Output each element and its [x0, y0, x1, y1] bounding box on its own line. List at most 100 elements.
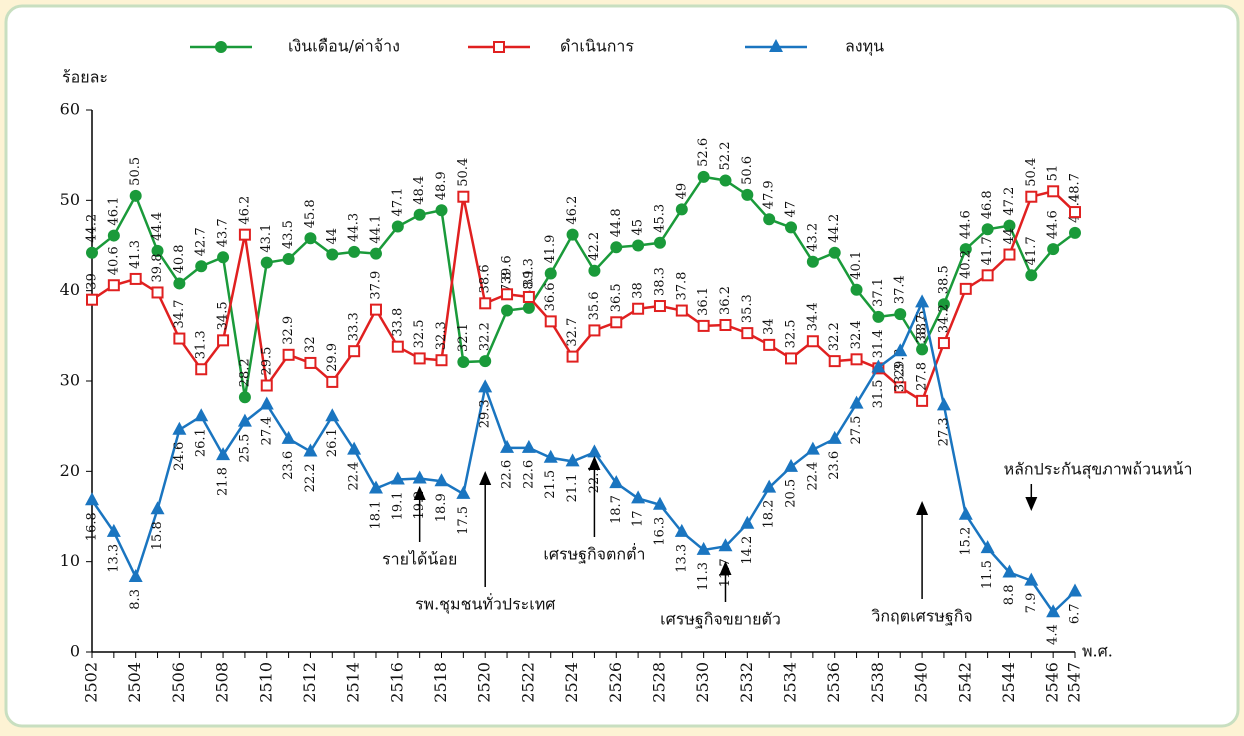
data-label: 18.7: [609, 495, 624, 524]
data-label: 39.6: [500, 255, 515, 284]
data-label: 6.7: [1068, 603, 1083, 624]
x-tick-label: 2506: [169, 662, 188, 703]
point: [281, 430, 296, 444]
data-label: 40.1: [849, 251, 864, 280]
data-label: 39: [85, 273, 100, 290]
point: [741, 188, 754, 201]
point: [128, 569, 143, 583]
data-label: 45: [631, 219, 646, 236]
x-tick-label: 2542: [955, 662, 974, 703]
data-label: 13.3: [106, 544, 121, 573]
data-label: 36.6: [543, 282, 558, 311]
data-label: 45.3: [652, 204, 667, 233]
data-label: 40.8: [172, 244, 187, 273]
x-tick-label: 2546: [1043, 662, 1062, 703]
data-label: 34: [762, 318, 777, 335]
point: [479, 297, 492, 310]
data-label: 21.1: [565, 473, 580, 502]
y-tick-label: 60: [60, 100, 80, 119]
data-label: 16.8: [85, 512, 100, 541]
point: [129, 272, 142, 285]
y-tick-label: 40: [60, 280, 80, 299]
point: [893, 343, 908, 357]
point: [610, 241, 623, 254]
point: [390, 471, 405, 485]
point: [413, 352, 426, 365]
x-tick-label: 2520: [475, 662, 494, 703]
annotation: รายได้น้อย: [382, 550, 457, 569]
x-tick-label: 2528: [649, 662, 668, 703]
point: [217, 251, 230, 264]
x-tick-label: 2502: [82, 662, 101, 703]
data-label: 49: [674, 183, 689, 200]
data-label: 32.4: [849, 320, 864, 349]
point: [107, 229, 120, 242]
data-label: 37.4: [893, 275, 908, 304]
point: [785, 352, 798, 365]
point: [1025, 269, 1038, 282]
panel: [4, 4, 1240, 728]
point: [653, 236, 666, 249]
data-label: 33.8: [390, 308, 405, 337]
point: [610, 316, 623, 329]
data-label: 34.4: [805, 302, 820, 331]
data-label: 44.6: [958, 210, 973, 239]
data-label: 47.2: [1002, 187, 1017, 216]
data-label: 33.3: [893, 363, 908, 392]
data-label: 22.6: [521, 460, 536, 489]
data-label: 29.5: [259, 347, 274, 376]
arrow-head: [916, 501, 929, 515]
point: [150, 501, 165, 515]
point: [1046, 604, 1061, 618]
point: [151, 244, 164, 257]
point: [1069, 226, 1081, 239]
x-tick-label: 2524: [562, 662, 581, 703]
annotation: เศรษฐกิจตกต่ำ: [543, 543, 645, 564]
data-label: 11.5: [980, 560, 995, 589]
y-tick-label: 50: [60, 190, 80, 209]
series-line: [91, 175, 1076, 398]
data-label: 45.8: [303, 199, 318, 228]
data-label: 43.7: [216, 218, 231, 247]
data-label: 32.3: [434, 321, 449, 350]
point: [566, 228, 579, 241]
point: [501, 288, 514, 301]
data-label: 52.2: [718, 142, 733, 171]
data-label: 51: [1046, 165, 1061, 182]
point: [806, 255, 819, 268]
data-label: 46.2: [565, 196, 580, 225]
point: [959, 243, 972, 256]
data-label: 27.8: [915, 362, 930, 391]
data-label: 39.8: [150, 254, 165, 283]
annotation: หลักประกันสุขภาพถ้วนหน้า: [1004, 460, 1193, 480]
point: [894, 308, 907, 321]
point: [172, 421, 187, 435]
point: [195, 260, 208, 273]
data-label: 38.3: [652, 267, 667, 296]
point: [588, 264, 601, 277]
point: [216, 447, 231, 461]
point: [457, 190, 470, 203]
data-label: 22.4: [347, 462, 362, 491]
series-line: [91, 189, 1076, 403]
data-label: 44.2: [85, 214, 100, 243]
point: [609, 475, 624, 489]
point: [1003, 219, 1016, 232]
point: [326, 375, 339, 388]
data-label: 43.1: [259, 224, 274, 253]
point: [391, 340, 404, 353]
data-label: 29.9: [325, 343, 340, 372]
point: [86, 246, 98, 259]
data-label: 44.6: [1046, 210, 1061, 239]
data-label: 32.2: [478, 322, 493, 351]
data-label: 19.1: [390, 491, 405, 520]
point: [85, 492, 99, 506]
data-label: 36.2: [718, 286, 733, 315]
data-label: 44: [325, 228, 340, 245]
point: [326, 248, 339, 261]
legend-label: เงินเดือน/ค่าจ้าง: [288, 37, 400, 56]
data-label: 31.3: [194, 330, 209, 359]
data-label: 40.2: [958, 250, 973, 279]
point: [565, 453, 580, 467]
data-label: 32.2: [827, 322, 842, 351]
